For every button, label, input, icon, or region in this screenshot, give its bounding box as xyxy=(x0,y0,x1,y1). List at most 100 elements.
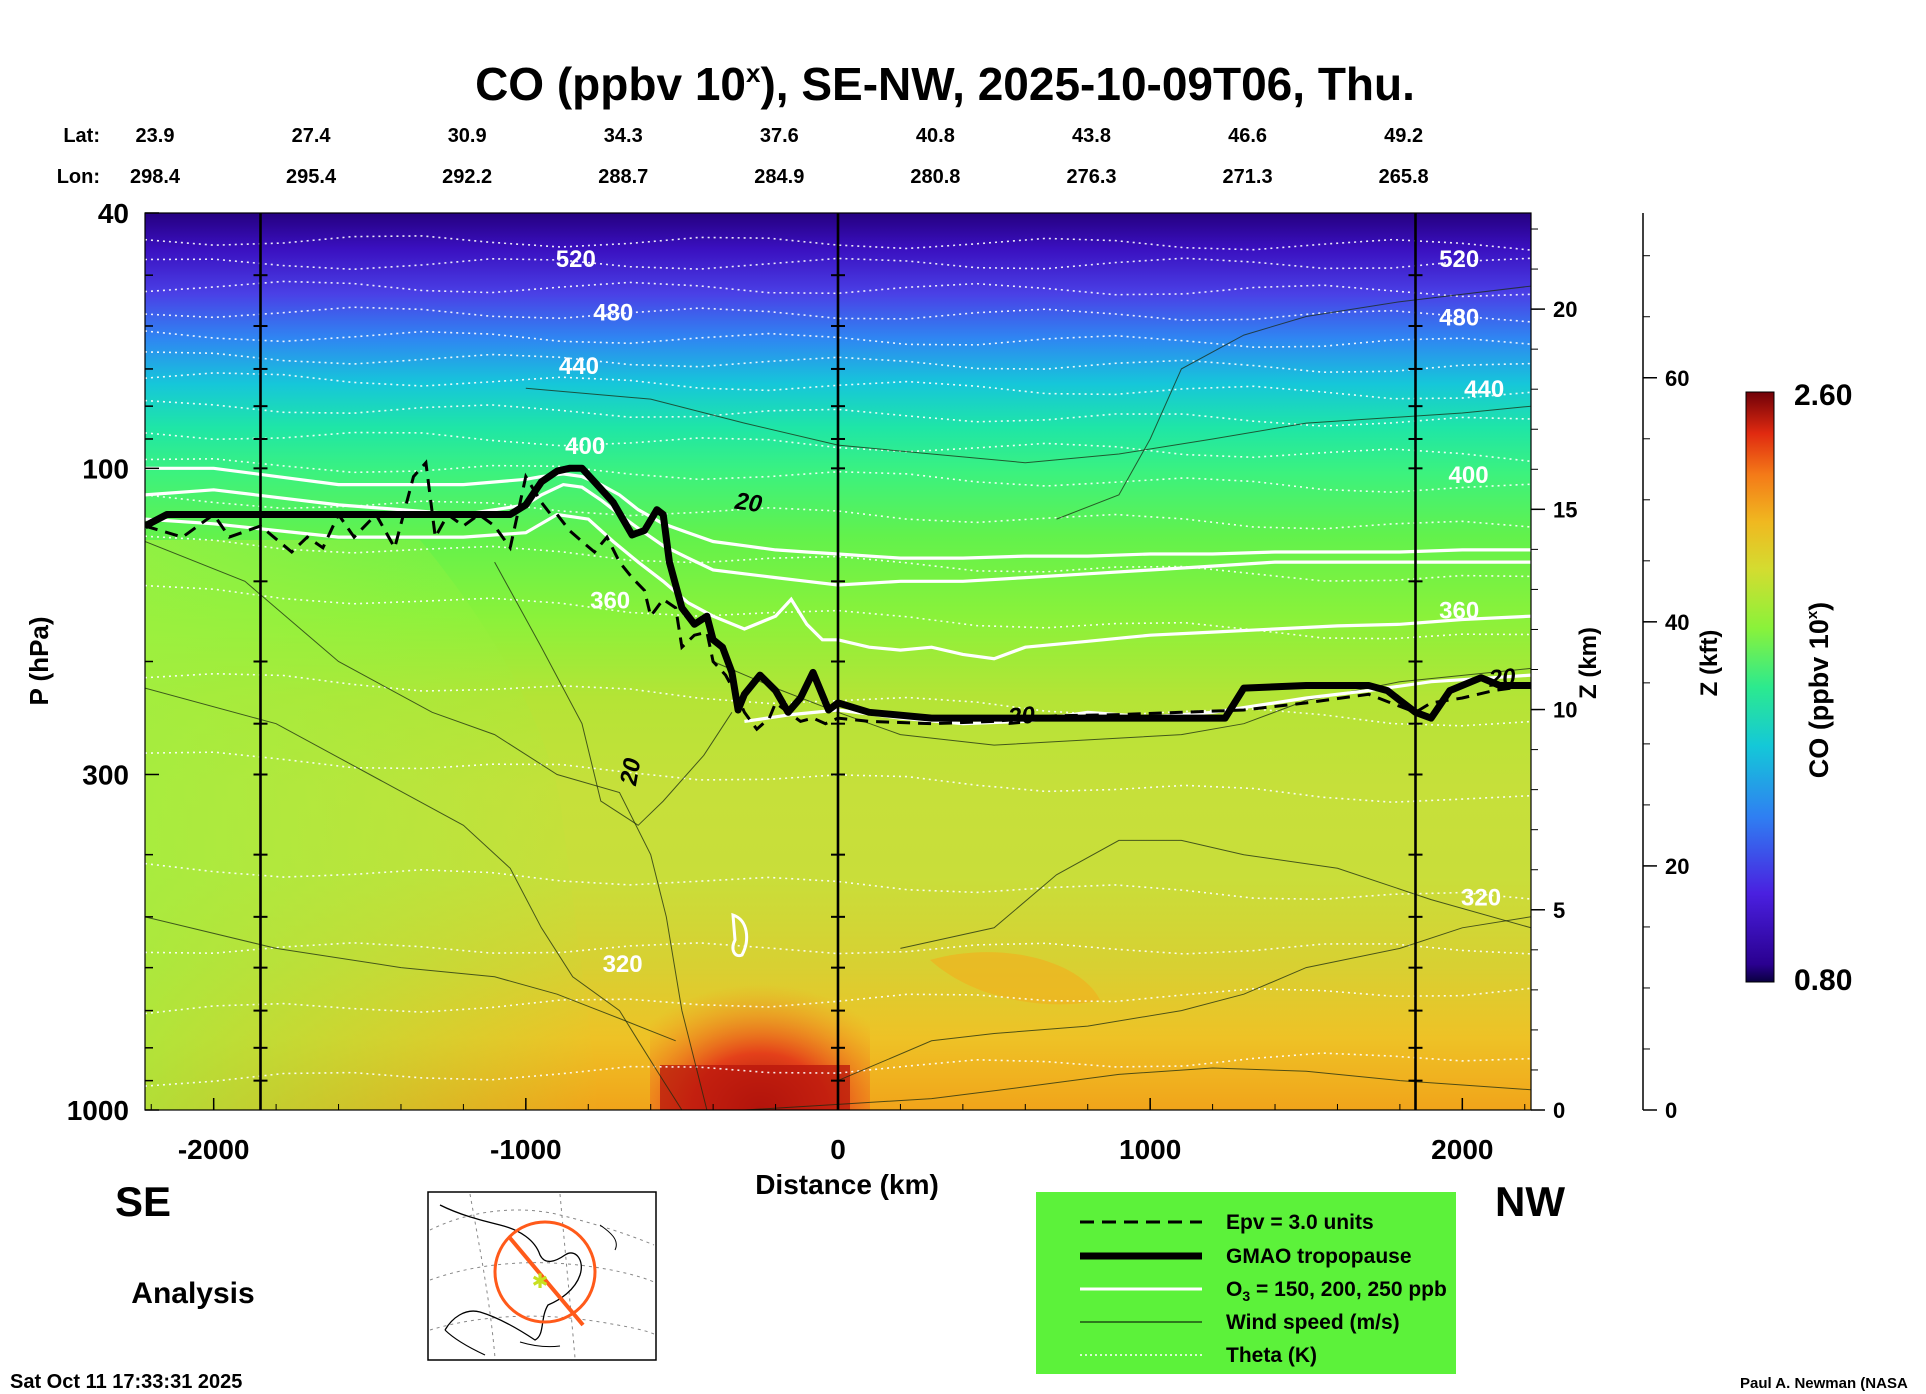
colorbar-min-label: 0.80 xyxy=(1794,964,1852,997)
x-axis-title: Distance (km) xyxy=(755,1169,939,1200)
lat-lon-header: 23.9 298.4 27.4 295.4 30.9 292.2 34.3 288.7 37.6… xyxy=(130,125,1429,188)
lat-value: 27.4 xyxy=(292,125,332,147)
theta-contour xyxy=(145,751,1531,804)
lon-value: 271.3 xyxy=(1223,166,1273,188)
lon-value: 276.3 xyxy=(1066,166,1116,188)
theta-contour xyxy=(145,457,1531,494)
co-hotspot-core xyxy=(660,1065,850,1110)
x-tick-label: -1000 xyxy=(490,1134,562,1165)
wind-contour xyxy=(145,916,676,1042)
lon-value: 284.9 xyxy=(754,166,804,188)
legend-epv-label: Epv = 3.0 units xyxy=(1226,1211,1374,1234)
theta-label: 440 xyxy=(1464,376,1504,403)
wind-contour xyxy=(145,687,683,1110)
lon-label: Lon: xyxy=(57,166,100,188)
wind-label: 20 xyxy=(1006,702,1037,731)
x-tick-label: 2000 xyxy=(1431,1134,1493,1165)
o3-contour xyxy=(145,512,1531,661)
lat-value: 30.9 xyxy=(448,125,487,147)
theta-label: 400 xyxy=(1449,462,1489,489)
chart-title: CO (ppbv 10x), SE-NW, 2025-10-09T06, Thu… xyxy=(475,58,1415,110)
wind-contour xyxy=(525,387,1531,464)
z-kft-axis-title: Z (kft) xyxy=(1696,630,1723,697)
theta-label: 320 xyxy=(1461,885,1501,912)
plot-area: 520 480 440 400 360 320 520 480 440 400 360 320 20 20… xyxy=(145,213,1531,1110)
z-kft-label: 0 xyxy=(1665,1098,1677,1123)
theta-contour xyxy=(145,535,1531,582)
lat-value: 40.8 xyxy=(916,125,955,147)
lat-value: 37.6 xyxy=(760,125,799,147)
z-km-label: 0 xyxy=(1553,1098,1565,1123)
axes: 40 100 300 1000 -2000 -1000 0 1000 2000 0 5 10 15 20 0… xyxy=(67,198,1690,1165)
legend-theta-label: Theta (K) xyxy=(1226,1344,1317,1367)
y-axis-title: P (hPa) xyxy=(24,616,54,705)
colorbar xyxy=(1745,391,1775,983)
wind-contour xyxy=(837,916,1531,1082)
locator-map: ✱ xyxy=(427,1191,657,1361)
o3-contour xyxy=(731,912,749,958)
x-tick-label: -2000 xyxy=(178,1134,250,1165)
lat-value: 46.6 xyxy=(1228,125,1267,147)
theta-contours xyxy=(145,235,1531,1087)
lat-value: 43.8 xyxy=(1072,125,1111,147)
wind-contour xyxy=(744,1067,1531,1110)
theta-label: 480 xyxy=(593,300,633,327)
lat-value: 34.3 xyxy=(604,125,643,147)
co-enhanced-blob xyxy=(930,952,1100,1005)
wind-contour xyxy=(900,839,1531,949)
z-km-label: 5 xyxy=(1553,898,1565,923)
theta-label: 360 xyxy=(590,587,630,614)
theta-label: 520 xyxy=(556,246,596,273)
lat-value: 23.9 xyxy=(136,125,175,147)
theta-label: 520 xyxy=(1439,246,1479,273)
lon-value: 265.8 xyxy=(1379,166,1429,188)
z-km-label: 15 xyxy=(1553,497,1577,522)
wind-contour xyxy=(145,541,708,1110)
wind-contour xyxy=(1056,285,1531,520)
theta-contour xyxy=(145,584,1531,640)
wind-label: 20 xyxy=(615,756,647,789)
wind-label: 20 xyxy=(1487,664,1518,693)
z-kft-label: 60 xyxy=(1665,366,1689,391)
x-tick-label: 1000 xyxy=(1119,1134,1181,1165)
colorbar-max-label: 2.60 xyxy=(1794,379,1852,412)
lon-value: 288.7 xyxy=(598,166,648,188)
legend-o3-label: O3 = 150, 200, 250 ppb xyxy=(1226,1278,1447,1304)
colorbar-title: CO (ppbv 10x) xyxy=(1804,602,1834,778)
theta-label: 440 xyxy=(559,353,599,380)
theta-contour xyxy=(145,862,1531,901)
contour-labels: 520 480 440 400 360 320 520 480 440 400 360 320 20 20… xyxy=(556,246,1518,978)
lat-value: 49.2 xyxy=(1384,125,1423,147)
wind-contour xyxy=(494,561,733,826)
timestamp: Sat Oct 11 17:33:31 2025 xyxy=(10,1371,242,1393)
lon-value: 298.4 xyxy=(130,166,181,188)
o3-contour xyxy=(145,482,1531,587)
y-tick-label: 40 xyxy=(98,198,129,229)
svg-text:✱: ✱ xyxy=(532,1269,549,1293)
vertical-reference-lines xyxy=(253,213,1423,1110)
theta-label: 360 xyxy=(1439,598,1479,625)
lat-label: Lat: xyxy=(63,125,100,147)
legend: Epv = 3.0 units GMAO tropopause O3 = 150… xyxy=(1036,1192,1456,1374)
wind-label: 20 xyxy=(732,488,764,519)
theta-contour xyxy=(145,494,1531,530)
legend-tropopause-label: GMAO tropopause xyxy=(1226,1245,1412,1268)
y-tick-label: 300 xyxy=(82,759,129,790)
theta-contour xyxy=(145,672,1531,727)
analysis-label: Analysis xyxy=(131,1277,254,1310)
z-kft-label: 40 xyxy=(1665,610,1689,635)
theta-label: 480 xyxy=(1439,305,1479,332)
theta-label: 400 xyxy=(565,433,605,460)
theta-contour xyxy=(145,1052,1531,1087)
theta-label: 320 xyxy=(603,951,643,978)
y-tick-label: 1000 xyxy=(67,1095,129,1126)
legend-wind-label: Wind speed (m/s) xyxy=(1226,1311,1400,1334)
gmao-tropopause-line xyxy=(145,464,1531,722)
y-tick-label: 100 xyxy=(82,453,129,484)
x-tick-label: 0 xyxy=(830,1134,846,1165)
lon-value: 280.8 xyxy=(910,166,960,188)
se-label: SE xyxy=(115,1178,171,1225)
nw-label: NW xyxy=(1495,1178,1565,1225)
z-km-label: 20 xyxy=(1553,297,1577,322)
